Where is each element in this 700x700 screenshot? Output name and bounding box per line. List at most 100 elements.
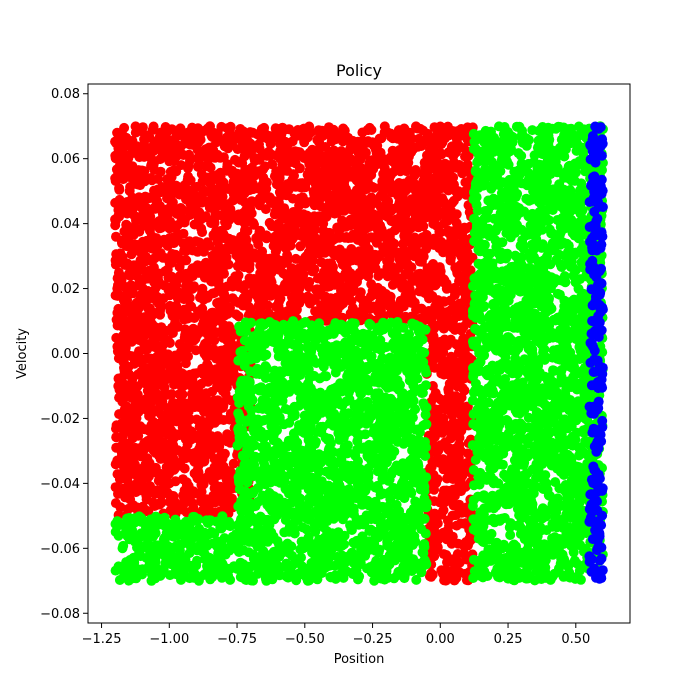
scatter-point: [330, 303, 340, 314]
scatter-point: [163, 349, 174, 360]
scatter-point: [166, 460, 177, 471]
scatter-point: [171, 563, 182, 574]
scatter-point: [191, 560, 202, 571]
scatter-point: [449, 282, 460, 293]
scatter-point: [261, 569, 272, 580]
scatter-point: [110, 565, 121, 576]
scatter-point: [179, 304, 190, 315]
scatter-point: [155, 154, 166, 165]
scatter-point: [139, 176, 150, 187]
scatter-point: [125, 240, 136, 251]
scatter-point: [209, 483, 220, 494]
scatter-point: [213, 184, 224, 195]
scatter-point: [145, 266, 156, 277]
scatter-point: [325, 572, 336, 583]
scatter-point: [131, 213, 142, 224]
scatter-point: [190, 570, 201, 581]
scatter-point: [310, 188, 321, 199]
scatter-point: [236, 128, 247, 139]
scatter-point: [141, 552, 152, 563]
scatter-point: [309, 569, 320, 580]
scatter-point: [217, 511, 228, 522]
scatter-point: [175, 123, 186, 134]
scatter-point: [183, 406, 194, 417]
scatter-point: [128, 306, 139, 317]
scatter-point: [128, 502, 139, 513]
scatter-point: [203, 153, 214, 164]
scatter-point: [398, 549, 409, 560]
scatter-point: [315, 201, 326, 212]
scatter-point: [228, 458, 239, 469]
scatter-point: [205, 447, 216, 458]
scatter-point: [127, 351, 138, 362]
scatter-point: [142, 344, 153, 355]
scatter-point: [178, 255, 189, 266]
scatter-point: [363, 271, 374, 282]
scatter-point: [414, 256, 425, 267]
scatter-point: [406, 289, 416, 300]
scatter-point: [187, 271, 198, 282]
scatter-point: [127, 391, 138, 402]
scatter-point: [156, 497, 167, 508]
scatter-point: [327, 535, 338, 546]
scatter-point: [147, 157, 157, 168]
scatter-point: [122, 288, 133, 299]
scatter-point: [220, 217, 230, 228]
scatter-point: [252, 235, 263, 246]
scatter-point: [110, 459, 121, 470]
scatter-point: [268, 531, 279, 542]
scatter-point: [351, 185, 362, 196]
scatter-point: [248, 218, 259, 228]
scatter-point: [307, 294, 318, 304]
scatter-point: [422, 150, 432, 161]
scatter-point: [225, 121, 236, 132]
scatter-point: [225, 563, 236, 574]
scatter-point: [456, 361, 467, 372]
scatter-point: [435, 236, 446, 247]
scatter-point: [189, 511, 200, 522]
scatter-point: [329, 279, 340, 290]
scatter-point: [390, 555, 400, 566]
scatter-point: [318, 218, 329, 229]
scatter-point: [314, 272, 325, 283]
scatter-point: [268, 241, 279, 251]
scatter-point: [181, 192, 192, 203]
scatter-point: [431, 478, 442, 488]
scatter-point: [323, 268, 334, 279]
scatter-point: [379, 154, 389, 165]
scatter-point: [193, 306, 203, 317]
scatter-point: [192, 260, 203, 271]
scatter-point: [438, 413, 449, 424]
scatter-point: [238, 559, 249, 570]
scatter-point: [302, 210, 313, 221]
scatter-point: [278, 157, 289, 168]
scatter-point: [400, 163, 411, 174]
scatter-point: [191, 414, 202, 425]
scatter-point: [159, 473, 170, 484]
scatter-point: [260, 161, 271, 172]
scatter-point: [129, 316, 140, 327]
scatter-point: [203, 539, 214, 549]
scatter-point: [296, 552, 306, 563]
scatter-point: [260, 204, 271, 215]
scatter-point: [354, 571, 365, 582]
scatter-point: [179, 495, 189, 506]
scatter-point: [333, 251, 344, 262]
scatter-point: [192, 545, 202, 556]
scatter-point: [176, 574, 186, 585]
scatter-point: [451, 218, 462, 229]
scatter-point: [312, 176, 323, 187]
scatter-point: [456, 124, 467, 134]
scatter-point: [152, 250, 163, 261]
scatter-point: [337, 172, 348, 183]
scatter-point: [142, 469, 153, 480]
scatter-point: [400, 185, 411, 196]
scatter-point: [170, 499, 181, 510]
scatter-point: [180, 358, 191, 369]
scatter-point: [405, 565, 416, 576]
scatter-point: [416, 524, 427, 535]
scatter-point: [236, 136, 247, 146]
scatter-point: [408, 142, 419, 153]
scatter-point: [173, 146, 184, 157]
scatter-point: [443, 243, 454, 253]
